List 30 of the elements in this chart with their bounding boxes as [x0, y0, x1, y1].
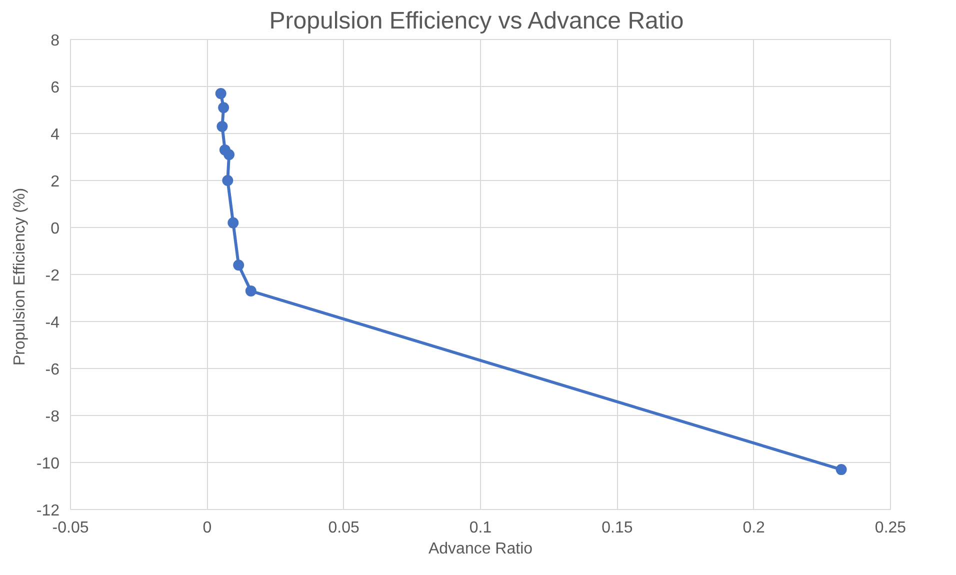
x-axis-title: Advance Ratio: [428, 540, 533, 558]
point: [233, 260, 244, 271]
y-tick-label: 6: [50, 80, 60, 96]
y-tick-label: -12: [36, 502, 60, 520]
point: [218, 102, 230, 114]
point: [245, 285, 256, 296]
y-axis-title: Propulsion Efficiency (%): [11, 188, 28, 366]
x-tick-label: -0.05: [52, 520, 89, 536]
point: [836, 464, 847, 476]
x-tick-label: 0.1: [469, 520, 492, 536]
point: [222, 175, 234, 186]
y-tick-label: -4: [45, 314, 60, 332]
x-tick-label: 0: [202, 520, 212, 536]
y-tick-label: -6: [45, 362, 60, 378]
y-tick-label: 4: [50, 126, 60, 144]
y-tick-label: 2: [50, 174, 60, 190]
x-tick-label: 0.25: [874, 520, 906, 536]
y-tick-label: -8: [45, 408, 60, 426]
x-tick-label: 0.15: [602, 520, 633, 536]
chart-title: Propulsion Efficiency vs Advance Ratio: [269, 8, 684, 34]
point: [215, 88, 226, 100]
point: [216, 120, 228, 132]
y-tick-label: 0: [50, 220, 60, 238]
y-tick-label: 8: [50, 32, 60, 50]
x-tick-label: 0.05: [328, 520, 360, 536]
point: [228, 217, 239, 228]
y-tick-label: -2: [45, 268, 60, 284]
point: [224, 149, 235, 160]
x-tick-label: 0.2: [742, 520, 766, 536]
y-tick-label: -10: [36, 456, 60, 472]
